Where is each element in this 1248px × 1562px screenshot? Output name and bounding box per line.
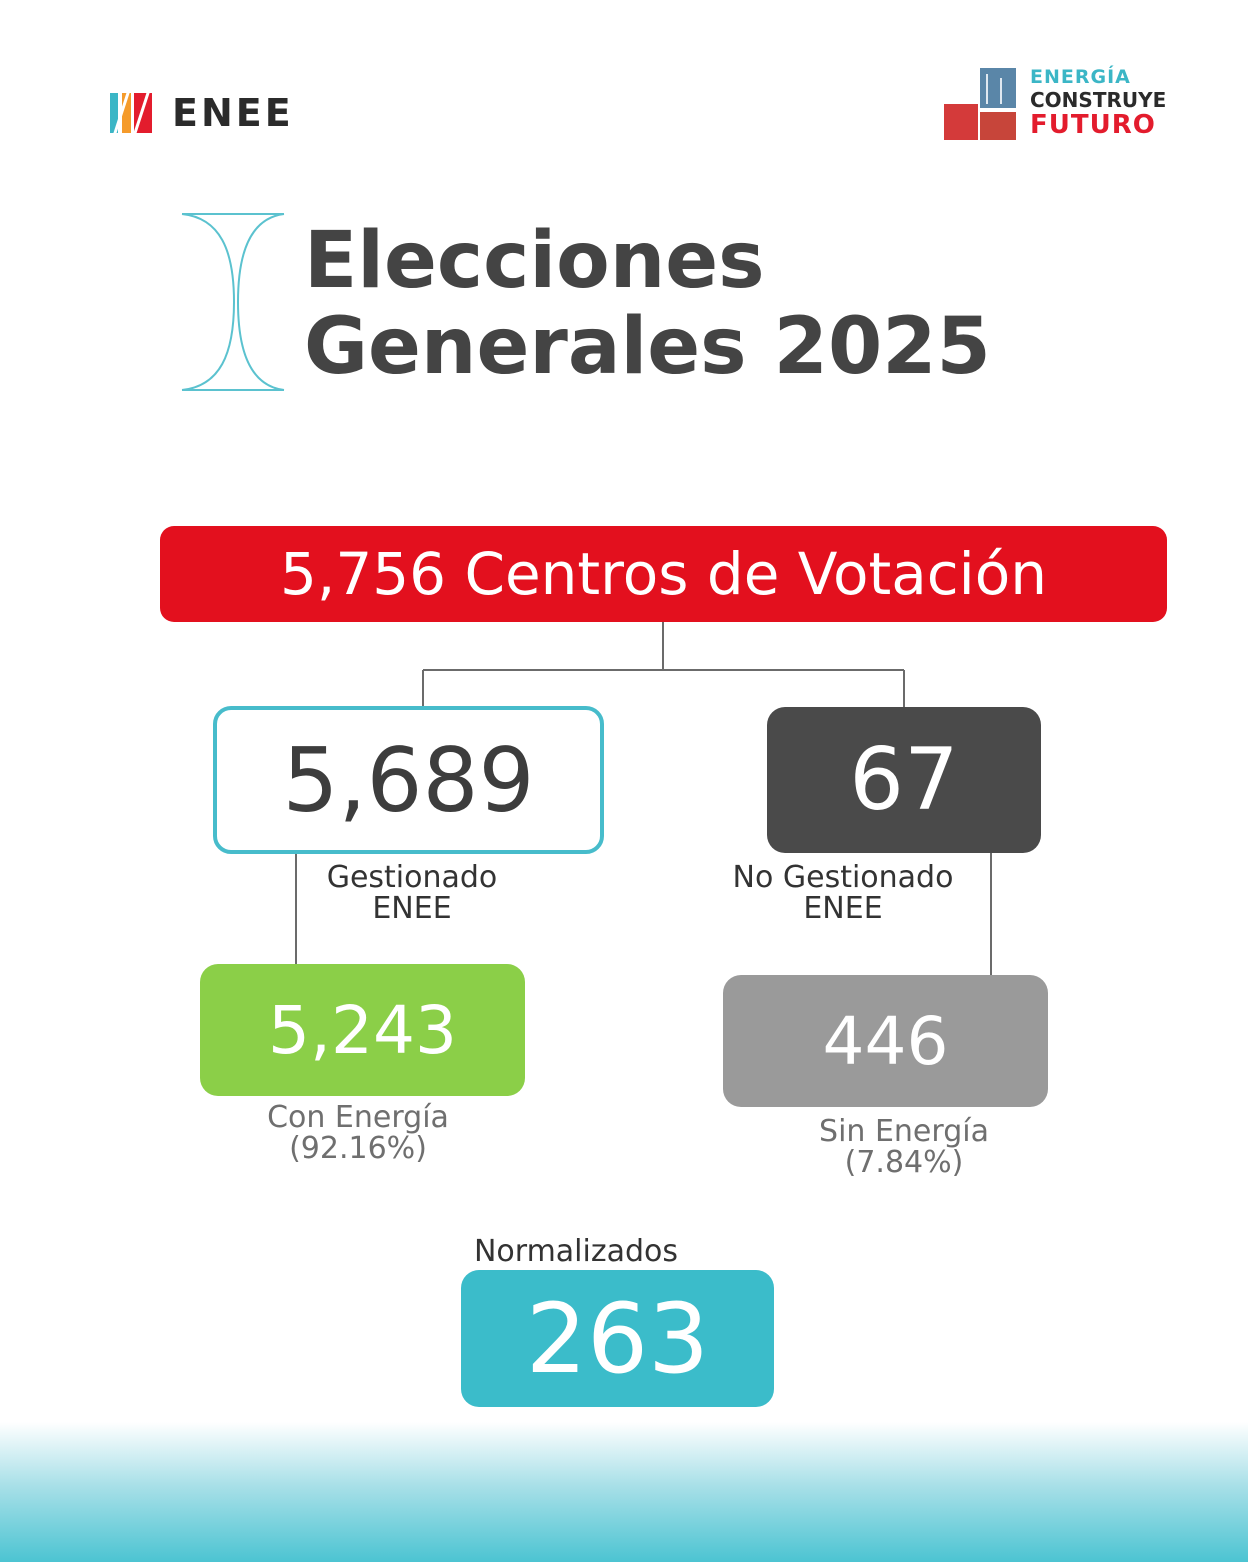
title-line-2: Generales 2025 [304,302,991,392]
not-managed-label-line1: No Gestionado [732,860,954,895]
campaign-logo-image-icon [944,68,1020,140]
with-power-label-line1: Con Energía [267,1100,449,1135]
managed-label-line1: Gestionado [326,860,498,895]
without-power-count-box: 446 [723,975,1048,1107]
managed-count-box: 5,689 [213,706,604,854]
enee-logo: ENEE [108,88,294,138]
total-centers-banner: 5,756 Centros de Votación [160,526,1167,622]
without-power-label: Sin Energía (7.84%) [754,1116,1054,1178]
managed-label-line2: ENEE [372,891,452,926]
normalized-count-box: 263 [461,1270,774,1407]
with-power-percent: (92.16%) [289,1131,427,1166]
not-managed-count-box: 67 [767,707,1041,853]
normalized-label: Normalizados [473,1234,679,1269]
with-power-count-box: 5,243 [200,964,525,1096]
with-power-label: Con Energía (92.16%) [208,1102,508,1164]
campaign-logo-line1: ENERGÍA [1030,66,1131,88]
title-bracket-decoration [181,213,285,391]
without-power-label-line1: Sin Energía [819,1114,989,1149]
managed-label: Gestionado ENEE [262,862,562,924]
without-power-percent: (7.84%) [844,1145,964,1180]
not-managed-label: No Gestionado ENEE [693,862,993,924]
energia-construye-futuro-logo: ENERGÍA CONSTRUYE FUTURO [944,68,1172,140]
enee-logo-text: ENEE [172,91,294,135]
campaign-logo-line2: CONSTRUYE [1030,88,1167,112]
not-managed-label-line2: ENEE [803,891,883,926]
campaign-logo-line3: FUTURO [1030,110,1156,140]
title-line-1: Elecciones [304,216,765,306]
page-title: Elecciones Generales 2025 [304,218,991,390]
enee-logo-mark-icon [108,89,154,137]
bottom-gradient-band [0,1422,1248,1562]
